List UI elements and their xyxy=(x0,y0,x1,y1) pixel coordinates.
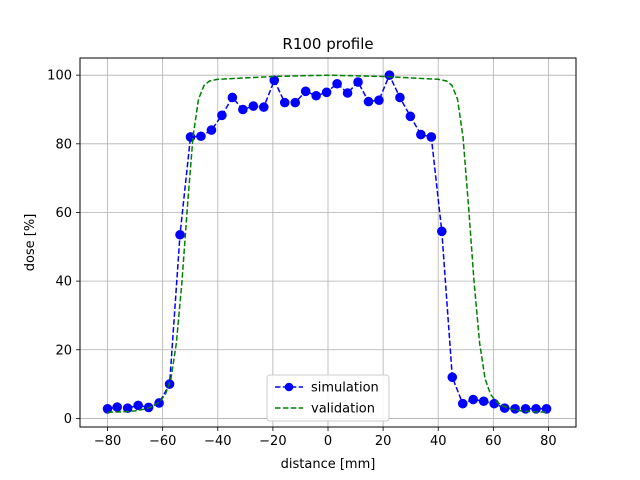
y-tick-label: 40 xyxy=(55,275,72,290)
data-point-simulation xyxy=(531,404,541,414)
data-point-simulation xyxy=(279,97,290,108)
data-point-simulation xyxy=(332,78,342,89)
x-tick-label: 80 xyxy=(540,434,557,449)
legend-label-simulation: simulation xyxy=(311,381,379,396)
data-point-simulation xyxy=(206,125,217,135)
x-tick-label: 20 xyxy=(375,434,392,449)
y-tick-label: 0 xyxy=(64,412,72,427)
data-point-simulation xyxy=(133,400,143,411)
data-point-simulation xyxy=(290,97,301,108)
x-axis-label: distance [mm] xyxy=(281,457,376,472)
data-point-simulation xyxy=(499,403,510,413)
x-tick-label: −20 xyxy=(259,434,286,449)
data-point-simulation xyxy=(196,131,206,142)
legend-label-validation: validation xyxy=(311,402,375,417)
data-point-simulation xyxy=(447,372,458,383)
data-point-simulation xyxy=(416,129,426,140)
y-axis-label: dose [%] xyxy=(23,214,38,272)
data-point-simulation xyxy=(154,398,164,408)
grid xyxy=(80,58,576,427)
data-point-simulation xyxy=(269,75,280,86)
data-point-simulation xyxy=(238,104,248,115)
data-point-simulation xyxy=(468,394,479,405)
data-point-simulation xyxy=(353,77,363,87)
x-tick-label: −80 xyxy=(94,434,121,449)
data-point-simulation xyxy=(258,102,269,112)
data-point-simulation xyxy=(342,88,353,98)
legend: simulation validation xyxy=(266,374,390,422)
data-point-simulation xyxy=(489,398,499,409)
x-tick-label: −40 xyxy=(204,434,231,449)
data-point-simulation xyxy=(112,402,122,412)
chart-title: R100 profile xyxy=(282,35,373,53)
data-point-simulation xyxy=(102,404,113,414)
data-point-simulation xyxy=(122,403,133,413)
y-tick-label: 20 xyxy=(55,343,72,358)
data-point-simulation xyxy=(405,111,416,122)
legend-box xyxy=(266,374,390,422)
data-point-simulation xyxy=(217,110,227,121)
data-point-simulation xyxy=(175,229,185,240)
legend-swatch-marker xyxy=(284,382,294,392)
y-tick-label: 60 xyxy=(55,206,72,221)
data-point-simulation xyxy=(321,87,332,98)
data-point-simulation xyxy=(248,101,259,111)
series-line-validation xyxy=(107,74,549,413)
x-tick-label: 60 xyxy=(485,434,502,449)
series-layer xyxy=(102,70,552,414)
data-point-simulation xyxy=(300,86,311,97)
data-point-simulation xyxy=(457,398,468,409)
ticks: −80 −60 −40 −20 0 20 40 60 80 0 20 40 60 80 100 xyxy=(47,69,557,449)
data-point-simulation xyxy=(395,92,405,103)
x-tick-label: 0 xyxy=(324,434,332,449)
data-point-simulation xyxy=(437,226,447,237)
y-tick-label: 80 xyxy=(55,137,72,152)
data-point-simulation xyxy=(426,132,437,142)
data-point-simulation xyxy=(541,404,552,414)
data-point-simulation xyxy=(311,90,321,101)
data-point-simulation xyxy=(374,95,384,106)
data-point-simulation xyxy=(227,92,238,103)
y-tick-label: 100 xyxy=(47,69,72,84)
x-tick-label: 40 xyxy=(430,434,447,449)
x-tick-label: −60 xyxy=(149,434,176,449)
data-point-simulation xyxy=(384,70,395,80)
data-point-simulation xyxy=(478,396,489,407)
data-point-simulation xyxy=(363,96,374,107)
